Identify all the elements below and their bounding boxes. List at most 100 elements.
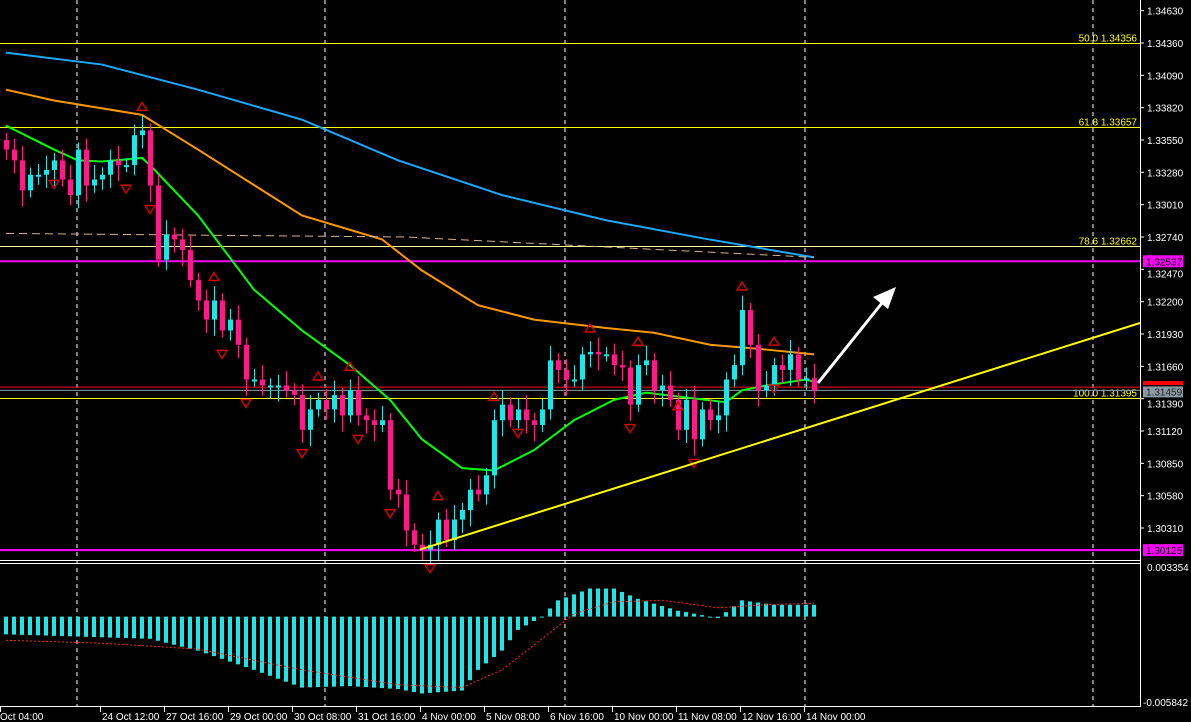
macd-histogram-bar [644, 601, 648, 617]
moving-average-line [5, 51, 815, 259]
macd-histogram-bar [436, 616, 440, 693]
macd-histogram-bar [516, 616, 520, 630]
bull-candle [308, 409, 313, 430]
macd-histogram-bar [396, 616, 400, 690]
macd-histogram-bar [364, 616, 368, 688]
bear-candle [236, 319, 241, 345]
moving-average-line [5, 232, 815, 258]
bull-candle [484, 475, 489, 495]
fractal-up-icon [431, 490, 445, 501]
time-tick-label: 12 Nov 16:00 [742, 712, 802, 722]
bull-candle [36, 174, 41, 177]
trendline-group[interactable] [419, 322, 1141, 551]
bear-candle [188, 250, 193, 281]
time-tick-label: 24 Oct 12:00 [102, 712, 160, 722]
price-tag-label: 1.32537 [1146, 257, 1183, 268]
macd-histogram-bar [460, 616, 464, 691]
bull-candle [548, 360, 553, 410]
price-tick-label: 1.32470 [1147, 269, 1184, 280]
bear-candle [780, 365, 785, 370]
macd-histogram-bar [60, 616, 64, 637]
macd-histogram-bar [52, 616, 56, 636]
macd-histogram-bar [204, 616, 208, 654]
bull-candle [332, 395, 337, 410]
macd-histogram-bar [196, 616, 200, 651]
bear-candle [284, 385, 289, 391]
price-tick-label: 1.31930 [1147, 330, 1184, 341]
bear-candle [372, 420, 377, 426]
macd-histogram-bar [44, 616, 48, 636]
macd-histogram-bar [740, 600, 744, 617]
macd-histogram-bar [668, 608, 672, 617]
bear-candle [524, 409, 529, 421]
time-tick-label: 10 Nov 00:00 [614, 712, 674, 722]
fractal-down-icon [295, 449, 309, 460]
bear-candle [444, 519, 449, 540]
time-tick-label: 31 Oct 16:00 [358, 712, 416, 722]
bull-candle [44, 169, 49, 175]
bear-candle [668, 385, 673, 400]
bear-candle [204, 300, 209, 320]
bull-candle [572, 379, 577, 382]
bull-candle [164, 234, 169, 260]
macd-histogram-bar [348, 616, 352, 687]
macd-histogram-bar [724, 612, 728, 617]
bear-candle [68, 179, 73, 196]
bull-candle [252, 379, 257, 382]
macd-histogram-bar [428, 616, 432, 693]
price-tick-label: 1.34090 [1147, 71, 1184, 82]
fractal-up-icon [207, 271, 221, 282]
bull-candle [660, 385, 665, 391]
price-tick-label: 1.33550 [1147, 136, 1184, 147]
bear-candle [708, 409, 713, 421]
fractal-down-icon [623, 423, 637, 435]
macd-histogram-bar [316, 616, 320, 688]
bear-candle [756, 344, 761, 391]
macd-histogram-bar [804, 604, 808, 617]
fractal-up-icon [343, 360, 357, 372]
moving-average-line [5, 88, 815, 356]
fib-level-label: 61.8 1.33657 [1079, 118, 1138, 129]
bull-candle [276, 385, 281, 388]
bull-candle [52, 160, 57, 170]
macd-histogram-bar [148, 616, 152, 639]
price-tick-label: 1.30580 [1147, 492, 1184, 503]
bear-candle [20, 160, 25, 191]
fractal-markers [47, 101, 781, 575]
macd-histogram-bar [28, 616, 32, 636]
bear-candle [556, 360, 561, 370]
fractal-down-icon [423, 564, 437, 575]
macd-histogram-bar [748, 601, 752, 617]
candles [4, 116, 817, 563]
macd-signal-line [5, 599, 815, 689]
bull-candle [772, 365, 777, 386]
bear-candle [532, 420, 537, 426]
macd-histogram-bar [676, 610, 680, 617]
macd-histogram-bar [260, 616, 264, 673]
price-axis[interactable]: 1.32537 1.30125 1.31459 1.34630 1.34360 1.340… [1140, 7, 1189, 709]
macd-histogram-bar [268, 616, 272, 676]
fib-level-label: 50.0 1.34356 [1079, 34, 1138, 45]
macd-histogram-bar [452, 616, 456, 692]
bull-candle [684, 399, 689, 430]
bear-candle [612, 354, 617, 366]
macd-histogram-bar [540, 616, 544, 618]
bear-candle [412, 530, 417, 545]
macd-histogram-bar [764, 603, 768, 617]
bull-candle [636, 365, 641, 405]
macd-histogram-bar [276, 616, 280, 679]
bull-candle [732, 365, 737, 380]
bear-candle [420, 544, 425, 550]
support-trendline [419, 322, 1141, 551]
macd-histogram-bar [572, 594, 576, 617]
price-tick-label: 1.34360 [1147, 39, 1184, 50]
bear-candle [180, 239, 185, 251]
macd-histogram-bar [228, 616, 232, 662]
up-arrow-annotation[interactable] [816, 287, 896, 384]
time-axis[interactable]: Oct 04:00 24 Oct 12:00 27 Oct 16:00 29 Oct … [0, 707, 866, 722]
bear-candle [692, 399, 697, 440]
macd-histogram-bar [556, 600, 560, 617]
macd-histogram-bar [788, 604, 792, 617]
bid-tag-background [1143, 386, 1183, 398]
